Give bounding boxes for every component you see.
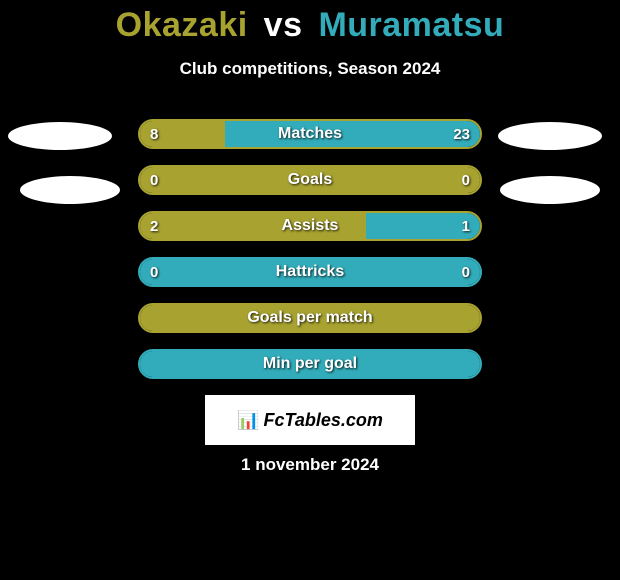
bar-fill-left [140, 213, 370, 239]
page-title: Okazaki vs Muramatsu [0, 0, 620, 45]
decorative-ellipse [500, 176, 600, 204]
bar-track: 00Goals [138, 165, 482, 195]
logo-plate: 📊 FcTables.com [205, 395, 415, 445]
bar-fill-right [225, 121, 480, 147]
decorative-ellipse [8, 122, 112, 150]
bar-fill-full [138, 259, 480, 285]
decorative-ellipse [20, 176, 120, 204]
bar-track: 21Assists [138, 211, 482, 241]
bar-fill-full [140, 167, 482, 193]
bar-track: 00Hattricks [138, 257, 482, 287]
stat-row: 21Assists [0, 211, 620, 241]
comparison-chart: 823Matches00Goals21Assists00HattricksGoa… [0, 119, 620, 379]
bar-track: Min per goal [138, 349, 482, 379]
bar-value-left: 8 [140, 121, 168, 147]
bar-value-left: 2 [140, 213, 168, 239]
bar-track: Goals per match [138, 303, 482, 333]
title-vs: vs [264, 6, 303, 44]
bar-value-left: 0 [140, 259, 168, 285]
bar-value-left: 0 [140, 167, 168, 193]
title-player2: Muramatsu [318, 6, 504, 44]
stat-row: Min per goal [0, 349, 620, 379]
decorative-ellipse [498, 122, 602, 150]
bar-fill-full [140, 305, 482, 331]
bar-fill-full [138, 351, 480, 377]
stat-row: Goals per match [0, 303, 620, 333]
bar-track: 823Matches [138, 119, 482, 149]
bar-value-right: 0 [452, 259, 480, 285]
footer-date: 1 november 2024 [0, 455, 620, 475]
bar-value-right: 0 [452, 167, 480, 193]
logo-text: FcTables.com [264, 410, 383, 431]
title-player1: Okazaki [116, 6, 248, 44]
bar-value-right: 23 [443, 121, 480, 147]
stat-row: 00Hattricks [0, 257, 620, 287]
subtitle: Club competitions, Season 2024 [0, 59, 620, 79]
bar-value-right: 1 [452, 213, 480, 239]
chart-icon: 📊 [237, 410, 259, 431]
